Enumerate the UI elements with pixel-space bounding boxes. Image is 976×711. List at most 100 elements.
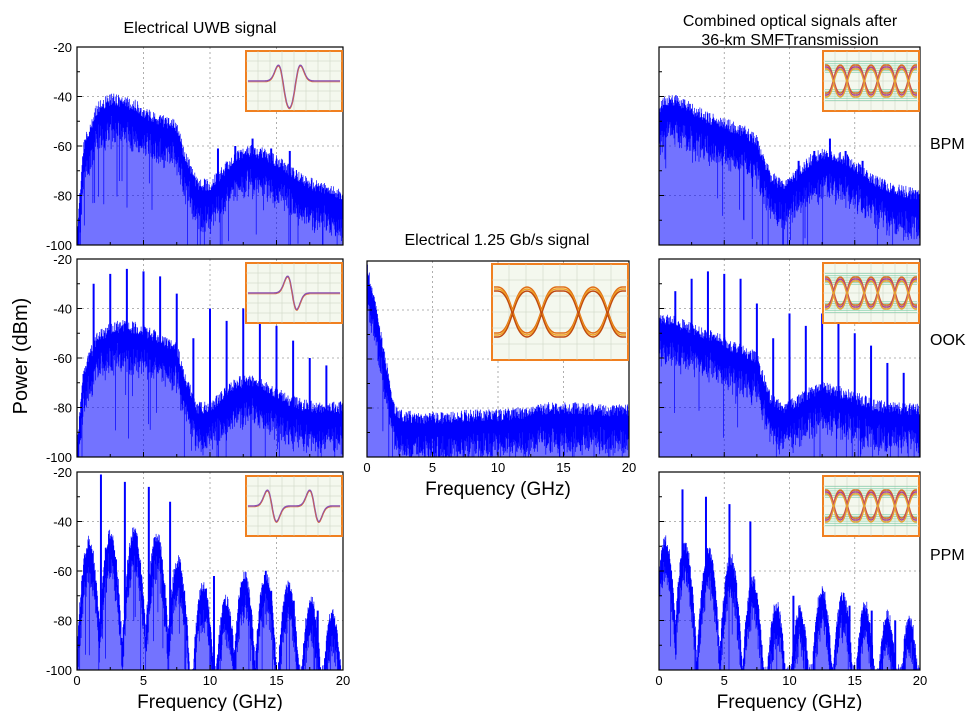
- panel-uwb-ook: -20 -40 -60 -80 -100: [46, 252, 344, 465]
- inset-eye-trace: [494, 290, 560, 338]
- y-tick-label: -60: [53, 351, 72, 366]
- inset-eye-trace: [886, 68, 917, 98]
- inset-eye-trace: [825, 68, 856, 98]
- y-tick-label: -80: [53, 401, 72, 416]
- panel-opt-ppm: 0 5 10 15 20 Frequency (GHz): [655, 471, 927, 711]
- inset-eye-trace: [825, 489, 856, 519]
- inset-eye-trace: [825, 68, 856, 98]
- inset-eye-trace: [825, 278, 856, 308]
- inset-eye-trace: [560, 290, 626, 338]
- inset-eye-noisy-6: [822, 475, 920, 537]
- panel-opt-ook: [658, 258, 921, 458]
- inset-eye-trace: [855, 276, 887, 306]
- spectrum-trace: [659, 95, 920, 245]
- inset-eye-trace: [494, 290, 560, 338]
- spectrum-fill: [367, 283, 629, 457]
- x-tick-label: 15: [269, 673, 283, 688]
- inset-pulse-trace-shadow: [248, 490, 340, 524]
- inset-eye-noisy-4: [822, 50, 920, 112]
- y-tick-label: -40: [53, 515, 72, 530]
- y-axis-label: Power (dBm): [10, 298, 32, 415]
- spectrum-fill: [659, 558, 920, 670]
- inset-eye-trace: [825, 493, 856, 523]
- inset-eye-trace: [855, 491, 887, 521]
- x-tick-label: 5: [140, 673, 147, 688]
- inset-eye-clean-3: [491, 263, 629, 361]
- spectrum-trace: [367, 264, 629, 457]
- spectrum-fill: [659, 116, 920, 245]
- inset-eye-trace: [855, 64, 887, 94]
- x-tick-label: 10: [203, 673, 217, 688]
- inset-eye-trace: [855, 68, 887, 98]
- inset-eye-trace: [855, 493, 887, 523]
- inset-eye-trace: [855, 68, 887, 98]
- inset-eye-trace: [825, 493, 856, 523]
- y-tick-label: -20: [53, 465, 72, 480]
- inset-eye-trace: [494, 286, 560, 334]
- inset-pulse-bpm-0: [245, 50, 343, 112]
- spectrum-trace: [659, 489, 920, 670]
- y-tick-label: -80: [53, 614, 72, 629]
- inset-eye-trace: [886, 64, 917, 94]
- inset-eye-trace: [825, 491, 856, 521]
- inset-eye-trace: [560, 290, 626, 338]
- x-tick-label: 10: [491, 460, 505, 475]
- x-tick-label: 10: [782, 673, 796, 688]
- inset-eye-trace: [855, 66, 887, 96]
- inset-eye-trace: [825, 276, 856, 306]
- inset-eye-trace: [560, 288, 626, 336]
- x-tick-label: 0: [363, 460, 370, 475]
- y-tick-label: -60: [53, 564, 72, 579]
- col-title-right-line2: 36-km SMFTransmission: [701, 32, 878, 49]
- y-tick-label: -20: [53, 252, 72, 267]
- inset-eye-trace: [855, 280, 887, 310]
- spectrum-trace: [77, 268, 343, 457]
- x-tick-label: 0: [73, 673, 80, 688]
- inset-eye-trace: [560, 286, 626, 334]
- x-tick-label: 20: [622, 460, 636, 475]
- inset-eye-trace: [560, 288, 626, 336]
- x-tick-label: 20: [913, 673, 927, 688]
- inset-eye-trace: [825, 280, 856, 310]
- inset-eye-trace: [886, 493, 917, 523]
- inset-eye-trace: [886, 489, 917, 519]
- y-tick-label: -100: [46, 238, 72, 253]
- row-label-ook: OOK: [930, 332, 966, 349]
- x-axis-label: Frequency (GHz): [137, 692, 283, 711]
- inset-eye-trace: [886, 66, 917, 96]
- spectrum-fill: [659, 335, 920, 457]
- inset-eye-trace: [886, 280, 917, 310]
- x-axis-label: Frequency (GHz): [717, 692, 863, 711]
- inset-eye-trace: [855, 493, 887, 523]
- x-tick-label: 5: [429, 460, 436, 475]
- spectrum-fill: [77, 116, 343, 245]
- x-tick-label: 5: [721, 673, 728, 688]
- col-title-left: Electrical UWB signal: [124, 20, 277, 37]
- x-tick-label: 20: [336, 673, 350, 688]
- y-tick-label: -100: [46, 663, 72, 678]
- inset-pulse-ook-1: [245, 262, 343, 324]
- inset-eye-trace: [886, 493, 917, 523]
- x-tick-label: 15: [556, 460, 570, 475]
- inset-eye-trace: [825, 66, 856, 96]
- spectrum-fill: [77, 548, 343, 670]
- panel-opt-bpm: [658, 46, 921, 246]
- inset-eye-trace: [886, 280, 917, 310]
- inset-pulse-trace-shadow: [248, 66, 340, 110]
- inset-eye-trace: [855, 280, 887, 310]
- y-tick-label: -40: [53, 302, 72, 317]
- spectrum-trace: [77, 93, 343, 245]
- col-title-middle: Electrical 1.25 Gb/s signal: [405, 232, 590, 249]
- panel-elec-125: 0 5 10 15 20 Frequency (GHz): [363, 260, 636, 500]
- inset-eye-trace: [560, 286, 626, 334]
- inset-pulse-trace: [248, 489, 340, 523]
- x-tick-label: 0: [655, 673, 662, 688]
- inset-eye-trace: [825, 64, 856, 94]
- inset-eye-trace: [886, 68, 917, 98]
- inset-eye-noisy-5: [822, 262, 920, 324]
- y-tick-label: -60: [53, 139, 72, 154]
- y-tick-label: -80: [53, 189, 72, 204]
- spectrum-trace: [659, 271, 920, 457]
- inset-eye-trace: [886, 491, 917, 521]
